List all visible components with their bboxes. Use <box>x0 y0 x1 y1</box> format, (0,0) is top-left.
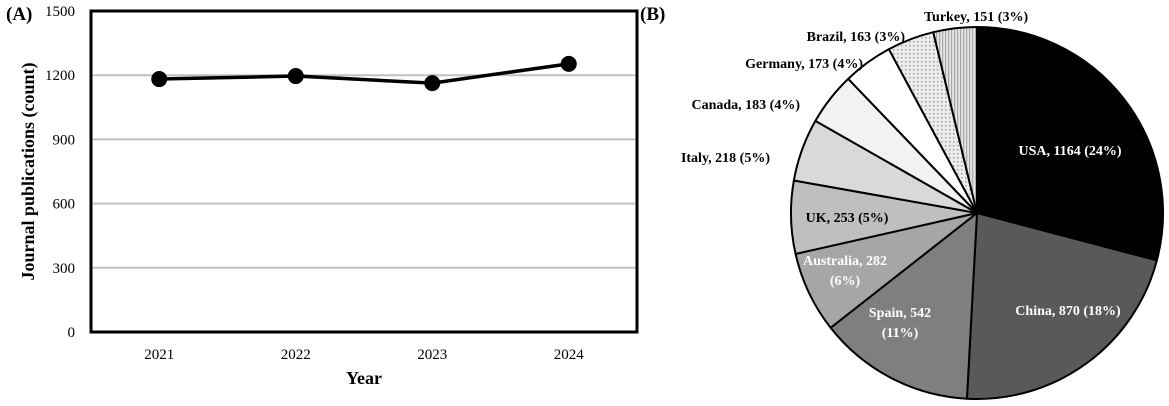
y-axis-title: Journal publications (count) <box>18 62 39 280</box>
y-tick-label: 1200 <box>45 68 75 84</box>
y-tick-label: 0 <box>68 325 76 341</box>
series-line <box>159 62 569 85</box>
data-point <box>424 75 441 92</box>
line-chart: 0 300 600 900 1200 1500 2021 2022 2023 2024 Year Jo… <box>18 4 639 388</box>
plot-area-frame <box>89 9 639 334</box>
pie-label-brazil: Brazil, 163 (3%) <box>807 30 906 45</box>
x-axis-title: Year <box>346 368 382 388</box>
data-point <box>287 68 304 85</box>
pie-label-australia: (6%) <box>830 274 861 289</box>
pie-label-australia: Australia, 282 <box>803 254 887 269</box>
pie-label-uk: UK, 253 (5%) <box>806 211 889 226</box>
y-tick-label: 900 <box>53 132 76 148</box>
pie-slice-china <box>965 212 1158 400</box>
y-tick-label: 600 <box>53 197 76 213</box>
pie-label-spain: Spain, 542 <box>869 306 931 321</box>
pie-label-italy: Italy, 218 (5%) <box>681 151 770 166</box>
x-tick-label: 2021 <box>144 347 174 363</box>
pie-label-germany: Germany, 173 (4%) <box>745 57 863 72</box>
pie-label-canada: Canada, 183 (4%) <box>691 98 800 113</box>
data-point <box>151 71 168 88</box>
pie-label-spain: (11%) <box>882 326 919 341</box>
x-tick-label: 2024 <box>554 347 585 363</box>
pie-label-usa: USA, 1164 (24%) <box>1018 144 1121 159</box>
pie-slice-usa <box>976 26 1164 262</box>
data-point <box>560 55 577 72</box>
panel-label-b: (B) <box>640 4 666 25</box>
x-tick-label: 2023 <box>417 347 447 363</box>
pie-slice-turkey <box>932 26 978 214</box>
x-tick-label: 2022 <box>281 347 311 363</box>
pie-label-china: China, 870 (18%) <box>1015 304 1121 319</box>
pie-slice-spain <box>829 212 978 400</box>
y-tick-label: 1500 <box>45 4 75 20</box>
y-tick-label: 300 <box>53 261 76 277</box>
pie-label-turkey: Turkey, 151 (3%) <box>924 10 1028 25</box>
panel-label-a: (A) <box>6 4 33 25</box>
